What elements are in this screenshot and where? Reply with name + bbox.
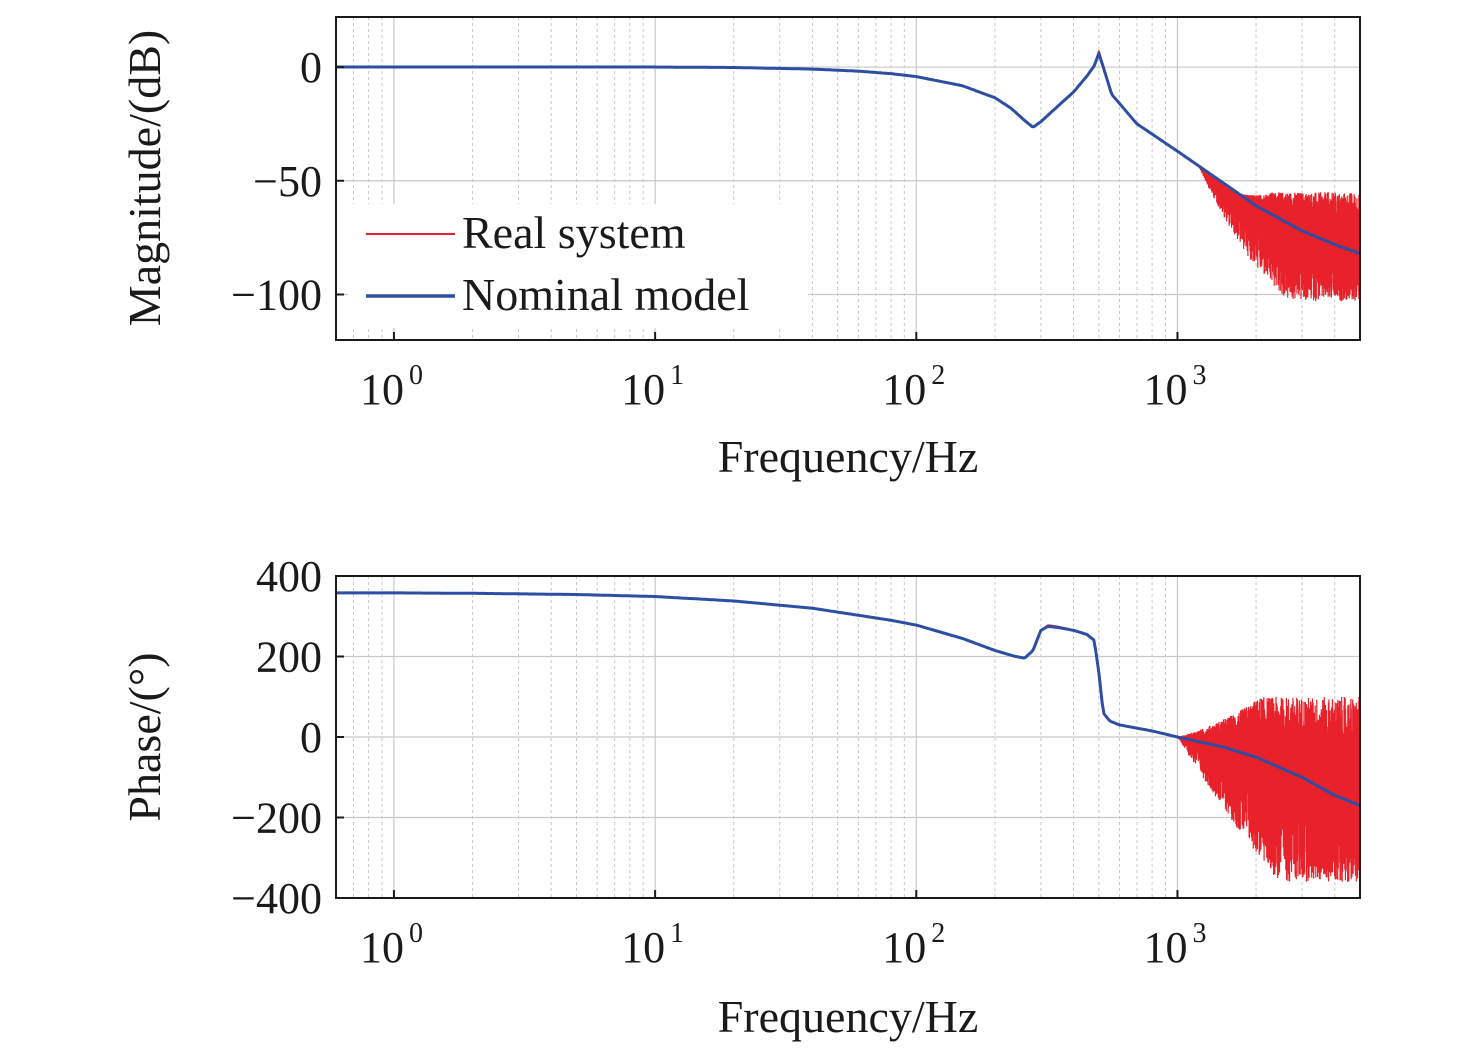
magnitude-x-tick-label: 10 [360, 365, 404, 414]
phase-x-tick-exponent: 1 [670, 918, 684, 949]
magnitude-plot-frame [335, 16, 1361, 341]
magnitude-legend: Real system Nominal model [348, 204, 808, 328]
magnitude-x-tick-label: 10 [882, 365, 926, 414]
magnitude-x-axis-label: Frequency/Hz [718, 431, 979, 482]
legend-box [348, 204, 808, 328]
phase-y-axis-label: Phase/(°) [119, 652, 170, 821]
phase-real-system-noise [1177, 696, 1361, 882]
phase-y-ticks: 400 200 0 −200 −400 [231, 552, 344, 923]
magnitude-x-tick-exponent: 2 [931, 360, 945, 391]
magnitude-x-tick-exponent: 1 [670, 360, 684, 391]
phase-nominal-model-line [336, 591, 1361, 807]
magnitude-x-ticks: 10 0 10 1 10 2 10 3 [360, 332, 1206, 414]
magnitude-y-tick-label: −50 [253, 157, 322, 206]
magnitude-x-tick-label: 10 [621, 365, 665, 414]
phase-nominal-model-layer [336, 591, 1361, 807]
magnitude-x-tick-exponent: 0 [409, 360, 423, 391]
legend-real-system-label: Real system [462, 207, 686, 258]
phase-y-tick-label: 0 [300, 713, 322, 762]
magnitude-y-axis-label: Magnitude/(dB) [119, 30, 170, 326]
phase-x-tick-exponent: 3 [1192, 918, 1206, 949]
magnitude-y-ticks: 0 −50 −100 [231, 43, 344, 320]
phase-y-tick-label: −400 [231, 874, 322, 923]
phase-y-tick-label: −200 [231, 794, 322, 843]
phase-x-tick-exponent: 0 [409, 918, 423, 949]
phase-x-tick-label: 10 [1143, 923, 1187, 972]
phase-x-ticks: 10 0 10 1 10 2 10 3 [360, 890, 1206, 972]
legend-nominal-model-label: Nominal model [462, 269, 749, 320]
phase-x-axis-label: Frequency/Hz [718, 991, 979, 1042]
magnitude-panel: 0−50−100 10 0 10 1 10 2 10 3 Frequency/Hz Magni… [119, 16, 1361, 482]
phase-x-tick-exponent: 2 [931, 918, 945, 949]
phase-y-tick-label: 400 [256, 552, 322, 601]
phase-x-tick-label: 10 [360, 923, 404, 972]
phase-x-tick-label: 10 [621, 923, 665, 972]
magnitude-x-tick-label: 10 [1143, 365, 1187, 414]
magnitude-nominal-model-line [336, 52, 1361, 255]
magnitude-x-tick-exponent: 3 [1192, 360, 1206, 391]
phase-y-tick-label: 200 [256, 633, 322, 682]
magnitude-y-tick-label: 0 [300, 43, 322, 92]
magnitude-nominal-model-layer [336, 52, 1361, 255]
phase-x-tick-label: 10 [882, 923, 926, 972]
magnitude-y-tick-label: −100 [231, 271, 322, 320]
magnitude-real-system-noise [1197, 165, 1361, 302]
